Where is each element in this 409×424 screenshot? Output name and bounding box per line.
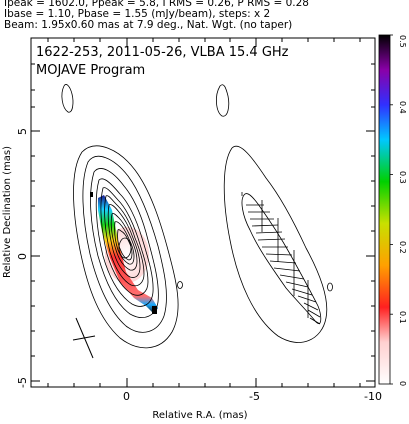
y-tick-label-1: 0 — [16, 253, 29, 260]
beam-ellipse — [72, 317, 96, 359]
colorbar-tick-5: 0 — [398, 381, 407, 386]
x-axis-label: Relative R.A. (mas) — [152, 410, 247, 421]
colorbar-gradient — [379, 35, 390, 384]
polarization-map — [216, 84, 333, 343]
evpa-vectors — [246, 200, 321, 325]
intensity-map — [61, 84, 183, 359]
noise-pixel — [90, 192, 93, 197]
x-ticks — [47, 38, 361, 387]
plot-frame — [30, 37, 376, 388]
x-tick-label-1: -5 — [249, 390, 260, 403]
x-tick-label-2: -10 — [364, 390, 382, 403]
colorbar-tick-0: 0.5 — [398, 35, 407, 48]
plot-subtitle: MOJAVE Program — [36, 63, 145, 78]
polarization-ridge — [98, 195, 158, 314]
y-ticks — [31, 63, 375, 382]
colorbar-frame — [378, 34, 391, 385]
header-line-1: Ipeak = 1602.0, Ppeak = 5.8, I RMS = 0.2… — [4, 0, 309, 9]
colorbar-tick-4: 0.1 — [398, 311, 407, 324]
colorbar-tick-2: 0.3 — [398, 171, 407, 184]
header-line-2: Ibase = 1.10, Pbase = 1.55 (mJy/beam), s… — [4, 8, 271, 20]
x-tick-label-0: 0 — [123, 390, 130, 403]
header-line-3: Beam: 1.95x0.60 mas at 7.9 deg., Nat. Wg… — [4, 19, 293, 31]
y-tick-label-2: -5 — [16, 377, 29, 388]
colorbar: 0.5 0.4 0.3 0.2 0.1 0 — [378, 34, 407, 386]
y-axis-label: Relative Declination (mas) — [2, 146, 13, 278]
colorbar-tick-1: 0.4 — [398, 101, 407, 114]
colorbar-tick-3: 0.2 — [398, 241, 407, 254]
plot-title: 1622-253, 2011-05-26, VLBA 15.4 GHz — [36, 45, 289, 60]
noise-pixel — [152, 306, 157, 314]
contour-set — [61, 84, 183, 349]
y-tick-label-0: 5 — [16, 128, 29, 135]
